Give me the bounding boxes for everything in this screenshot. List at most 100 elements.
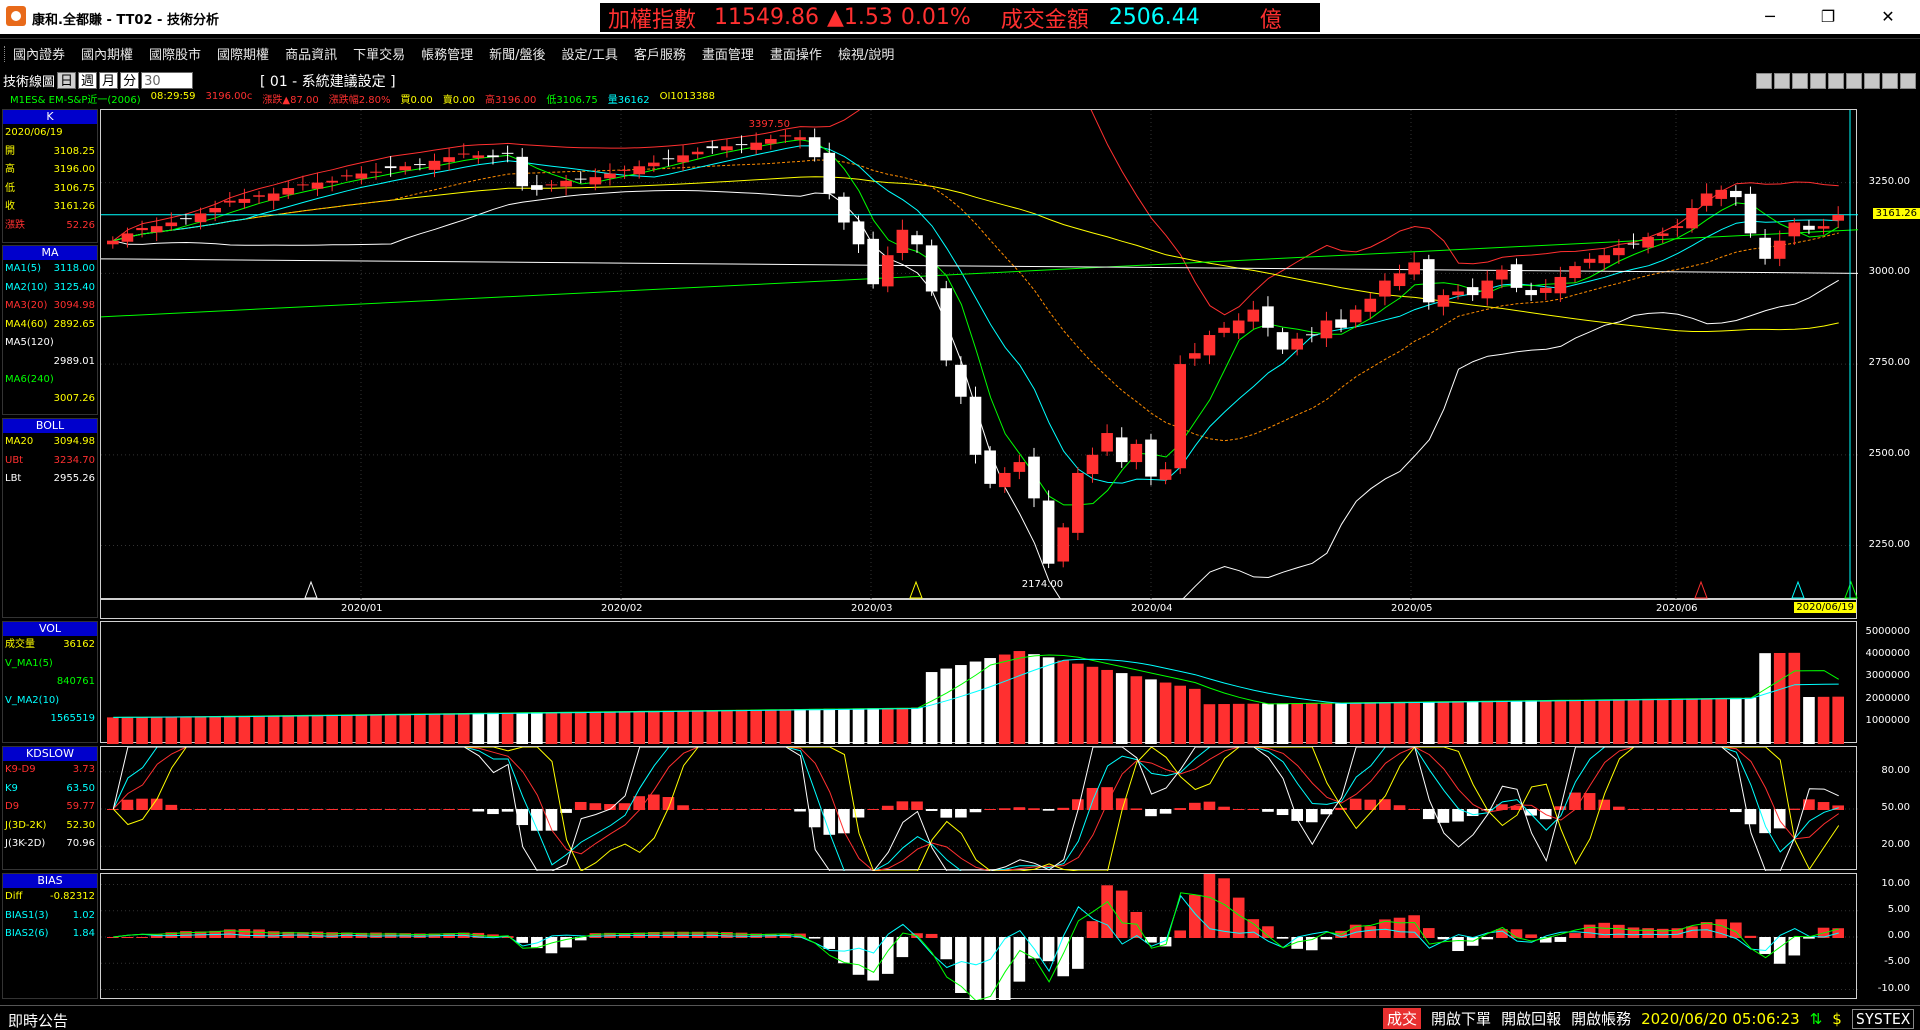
- volume-bar: [1364, 702, 1377, 744]
- bias-diff-bar: [838, 937, 850, 964]
- candle-body: [1539, 287, 1552, 293]
- bias-diff-bar: [1671, 928, 1684, 938]
- kd-diff-bar: [911, 801, 923, 810]
- bias-chart[interactable]: [100, 873, 1858, 1000]
- sidebar_kd-row: K9 63.50: [3, 780, 97, 799]
- freq-month-button[interactable]: 月: [99, 72, 119, 89]
- quote-time: 08:29:59: [150, 91, 196, 102]
- menu-item[interactable]: 檢視/說明: [837, 48, 895, 63]
- indicator-value: 1.84: [72, 928, 95, 939]
- menu-item[interactable]: 國內期權: [81, 48, 134, 63]
- indicator-label: LBt: [5, 473, 22, 484]
- quote-bid: 買0.00: [400, 95, 433, 106]
- menu-item[interactable]: 商品資訊: [285, 48, 338, 63]
- volume-bar: [1539, 700, 1552, 744]
- crosshair-icon[interactable]: [1756, 73, 1772, 89]
- axis-tick-label: 5.00: [1887, 903, 1910, 915]
- sidebar_ma-row: MA4(60) 2892.65: [3, 316, 97, 335]
- kd-diff-bar: [121, 799, 134, 810]
- ticker-volume-value: 2506.44: [1108, 5, 1200, 30]
- ticker-change: ▲1.53: [827, 5, 893, 30]
- open-account-button[interactable]: 開啟帳務: [1571, 1010, 1632, 1028]
- bias-diff-bar: [1115, 890, 1128, 938]
- kd-diff-bar: [1291, 809, 1303, 821]
- menu-item[interactable]: 畫面操作: [769, 48, 822, 63]
- candle-body: [1554, 276, 1567, 294]
- kd-chart[interactable]: [100, 746, 1858, 871]
- volume-bar: [1013, 651, 1026, 744]
- sidebar_vol-row: V_MA2(10): [3, 692, 97, 711]
- menu-item[interactable]: 下單交易: [353, 48, 406, 63]
- volume-bar: [1276, 703, 1289, 744]
- menu-item[interactable]: 新聞/盤後: [489, 48, 546, 63]
- date-tick-label: 2020/01: [341, 603, 383, 614]
- kd-diff-bar: [969, 809, 982, 813]
- sidebar_kd-row: J(3D-2K) 52.30: [3, 817, 97, 836]
- candle-body: [1510, 264, 1523, 288]
- kd-diff-bar: [355, 809, 368, 810]
- open-order-button[interactable]: 開啟下單: [1431, 1010, 1492, 1028]
- menu-item[interactable]: 客戶服務: [633, 48, 686, 63]
- maximize-button[interactable]: ❐: [1820, 7, 1836, 26]
- candle-body: [428, 160, 441, 170]
- kd-diff-bar: [633, 796, 646, 810]
- candle-body: [399, 166, 412, 171]
- menu-item[interactable]: 國際期權: [217, 48, 270, 63]
- ticker-value: 11549.86: [714, 5, 819, 30]
- announcement-button[interactable]: 即時公告: [8, 1012, 69, 1030]
- freq-day-button[interactable]: 日: [57, 72, 77, 89]
- candle-body: [223, 200, 236, 203]
- close-chart-icon[interactable]: [1900, 73, 1916, 89]
- bias-diff-bar: [984, 937, 996, 1000]
- candle-body: [121, 233, 134, 242]
- candle-body: [706, 146, 719, 149]
- candle-body: [1496, 269, 1508, 280]
- indicator-label: UBt: [5, 454, 24, 466]
- menu-item[interactable]: 國際股市: [149, 48, 202, 63]
- kd-diff-bar: [735, 809, 748, 810]
- minimize-button[interactable]: ─: [1765, 7, 1775, 26]
- indicator-value: 840761: [56, 676, 95, 687]
- vol-header: VOL: [3, 622, 97, 636]
- bias-diff-bar: [253, 929, 265, 938]
- menu-item[interactable]: 帳務管理: [421, 48, 474, 63]
- bias-diff-bar: [1715, 919, 1728, 938]
- candle-body: [633, 166, 646, 175]
- volume-bar: [1642, 698, 1654, 744]
- candle-body: [340, 175, 353, 177]
- kd-diff-bar: [545, 809, 558, 831]
- volume-bar: [1715, 698, 1728, 744]
- volume-bar: [1189, 688, 1201, 744]
- candle-body: [1642, 237, 1654, 248]
- zoom-in-icon[interactable]: [1792, 73, 1808, 89]
- search-plus-icon[interactable]: [1828, 73, 1844, 89]
- candle-body: [867, 238, 879, 285]
- minute-select[interactable]: 30: [141, 72, 194, 89]
- sidebar_ma-row: MA3(20) 3094.98: [3, 297, 97, 316]
- close-button[interactable]: ✕: [1881, 7, 1895, 26]
- volume-bar: [1583, 699, 1596, 744]
- quote-low: 低3106.75: [546, 95, 598, 106]
- window-icon[interactable]: [1864, 73, 1880, 89]
- freq-minute-button[interactable]: 分: [120, 72, 140, 89]
- save-icon[interactable]: [1846, 73, 1862, 89]
- ticker-label: 加權指數: [608, 7, 697, 33]
- menu-item[interactable]: 設定/工具: [561, 48, 618, 63]
- freq-week-button[interactable]: 週: [78, 72, 98, 89]
- candle-body: [1832, 214, 1844, 221]
- kd-diff-bar: [560, 809, 572, 813]
- zoom-out-icon[interactable]: [1774, 73, 1790, 89]
- k-row-low: 低 3106.75: [3, 180, 97, 199]
- search-icon[interactable]: [1810, 73, 1826, 89]
- open-report-button[interactable]: 開啟回報: [1501, 1010, 1562, 1028]
- trade-button[interactable]: 成交: [1383, 1008, 1422, 1029]
- menu-item[interactable]: 國內證券: [13, 48, 66, 63]
- candle-body: [969, 396, 982, 455]
- axis-tick-label: 3000000: [1865, 670, 1910, 682]
- price-chart[interactable]: 3397.50 2174.00: [100, 109, 1858, 600]
- menu-item[interactable]: 畫面管理: [701, 48, 754, 63]
- print-icon[interactable]: [1882, 73, 1898, 89]
- volume-bar: [706, 710, 719, 744]
- volume-chart[interactable]: [100, 621, 1857, 744]
- indicator-label: MA6(240): [5, 374, 54, 385]
